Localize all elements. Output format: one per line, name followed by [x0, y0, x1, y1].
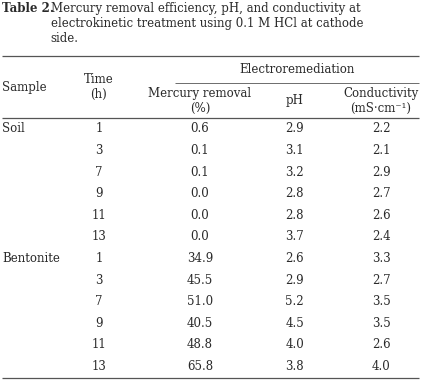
Text: Time
(h): Time (h) [84, 73, 114, 101]
Text: 2.9: 2.9 [285, 122, 304, 135]
Text: 0.0: 0.0 [191, 187, 209, 200]
Text: 7: 7 [95, 166, 103, 178]
Text: 4.0: 4.0 [372, 360, 390, 373]
Text: 48.8: 48.8 [187, 338, 213, 351]
Text: 5.2: 5.2 [285, 295, 304, 308]
Text: 3: 3 [95, 144, 103, 157]
Text: 0.1: 0.1 [191, 144, 209, 157]
Text: 2.7: 2.7 [372, 274, 390, 287]
Text: 11: 11 [91, 338, 107, 351]
Text: 3.5: 3.5 [372, 317, 390, 330]
Text: 3.5: 3.5 [372, 295, 390, 308]
Text: Soil: Soil [2, 122, 25, 135]
Text: Electroremediation: Electroremediation [239, 63, 354, 76]
Text: 2.9: 2.9 [372, 166, 390, 178]
Text: 7: 7 [95, 295, 103, 308]
Text: 2.4: 2.4 [372, 230, 390, 243]
Text: 2.6: 2.6 [285, 252, 304, 265]
Text: 0.1: 0.1 [191, 166, 209, 178]
Text: 0.0: 0.0 [191, 209, 209, 222]
Text: 2.8: 2.8 [285, 209, 304, 222]
Text: 34.9: 34.9 [187, 252, 213, 265]
Text: 13: 13 [91, 360, 107, 373]
Text: 1: 1 [95, 122, 103, 135]
Text: 40.5: 40.5 [187, 317, 213, 330]
Text: Conductivity
(mS·cm⁻¹): Conductivity (mS·cm⁻¹) [344, 87, 418, 115]
Text: Mercury removal efficiency, pH, and conductivity at
electrokinetic treatment usi: Mercury removal efficiency, pH, and cond… [51, 2, 363, 45]
Text: Mercury removal
(%): Mercury removal (%) [149, 87, 251, 115]
Text: Sample: Sample [2, 80, 47, 94]
Text: 45.5: 45.5 [187, 274, 213, 287]
Text: 0.6: 0.6 [191, 122, 209, 135]
Text: 3.2: 3.2 [285, 166, 304, 178]
Text: 2.2: 2.2 [372, 122, 390, 135]
Text: 2.6: 2.6 [372, 209, 390, 222]
Text: 2.1: 2.1 [372, 144, 390, 157]
Text: 3.1: 3.1 [285, 144, 304, 157]
Text: 3.3: 3.3 [372, 252, 390, 265]
Text: 13: 13 [91, 230, 107, 243]
Text: 1: 1 [95, 252, 103, 265]
Text: 11: 11 [91, 209, 107, 222]
Text: 65.8: 65.8 [187, 360, 213, 373]
Text: 3.8: 3.8 [285, 360, 304, 373]
Text: Bentonite: Bentonite [2, 252, 60, 265]
Text: 2.9: 2.9 [285, 274, 304, 287]
Text: 9: 9 [95, 187, 103, 200]
Text: 0.0: 0.0 [191, 230, 209, 243]
Text: 3.7: 3.7 [285, 230, 304, 243]
Text: 2.7: 2.7 [372, 187, 390, 200]
Text: 3: 3 [95, 274, 103, 287]
Text: Table 2.: Table 2. [2, 2, 54, 15]
Text: pH: pH [286, 94, 304, 107]
Text: 4.0: 4.0 [285, 338, 304, 351]
Text: 2.6: 2.6 [372, 338, 390, 351]
Text: 51.0: 51.0 [187, 295, 213, 308]
Text: 9: 9 [95, 317, 103, 330]
Text: 2.8: 2.8 [285, 187, 304, 200]
Text: 4.5: 4.5 [285, 317, 304, 330]
